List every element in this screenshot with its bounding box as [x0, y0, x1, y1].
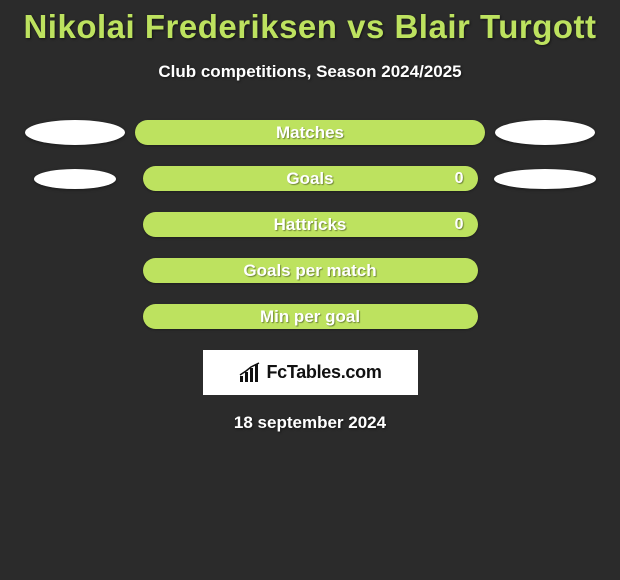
bar-wrap: Min per goal	[135, 304, 485, 329]
stat-bar-label: Hattricks	[274, 215, 347, 235]
logo-box: FcTables.com	[203, 350, 418, 395]
stat-bar: Goals 0	[143, 166, 478, 191]
bar-wrap: Hattricks 0	[135, 212, 485, 237]
stat-bar: Hattricks 0	[143, 212, 478, 237]
comparison-infographic: Nikolai Frederiksen vs Blair Turgott Clu…	[0, 0, 620, 580]
logo-text: FcTables.com	[266, 362, 381, 383]
stat-row: Goals per match	[0, 258, 620, 283]
barchart-icon	[238, 362, 264, 384]
left-ellipse	[25, 120, 125, 145]
stat-bar-label: Goals	[286, 169, 333, 189]
stat-bar-label: Goals per match	[243, 261, 376, 281]
stat-bar: Matches	[135, 120, 485, 145]
stat-row: Goals 0	[0, 166, 620, 191]
page-title: Nikolai Frederiksen vs Blair Turgott	[0, 0, 620, 46]
stat-bar-label: Min per goal	[260, 307, 360, 327]
stat-row: Matches	[0, 120, 620, 145]
stat-bar-right-value: 0	[455, 170, 464, 188]
right-ellipse-wrap	[485, 169, 605, 189]
stat-bar-right-value: 0	[455, 216, 464, 234]
stat-row: Hattricks 0	[0, 212, 620, 237]
date-text: 18 september 2024	[0, 413, 620, 433]
bar-wrap: Goals per match	[135, 258, 485, 283]
stat-rows: Matches Goals 0 Hattricks 0 Goals per match Mi…	[0, 120, 620, 329]
left-ellipse-wrap	[15, 169, 135, 189]
bar-wrap: Matches	[135, 120, 485, 145]
right-ellipse	[495, 120, 595, 145]
bar-wrap: Goals 0	[135, 166, 485, 191]
stat-bar-label: Matches	[276, 123, 344, 143]
left-ellipse-wrap	[15, 120, 135, 145]
logo: FcTables.com	[238, 362, 381, 384]
right-ellipse-wrap	[485, 120, 605, 145]
stat-row: Min per goal	[0, 304, 620, 329]
stat-bar: Goals per match	[143, 258, 478, 283]
left-ellipse	[34, 169, 116, 189]
right-ellipse	[494, 169, 596, 189]
stat-bar: Min per goal	[143, 304, 478, 329]
page-subtitle: Club competitions, Season 2024/2025	[0, 62, 620, 82]
